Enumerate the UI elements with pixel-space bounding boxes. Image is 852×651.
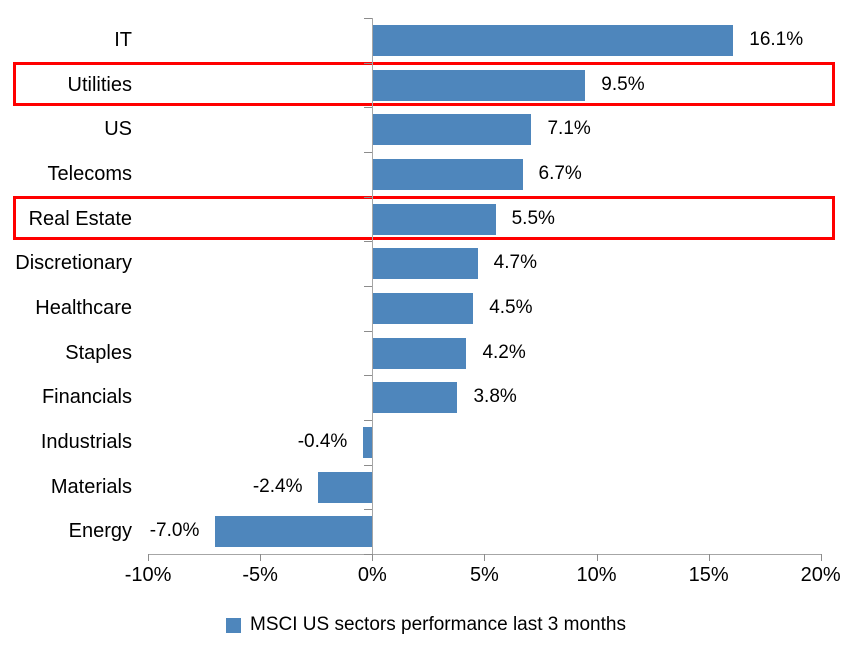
- x-axis-tick: [820, 554, 822, 561]
- category-label: Discretionary: [15, 252, 132, 275]
- category-label: Energy: [68, 520, 132, 543]
- y-axis-tick: [364, 62, 373, 64]
- category-label: Utilities: [67, 73, 132, 96]
- y-axis-tick: [364, 152, 373, 153]
- legend: MSCI US sectors performance last 3 month…: [0, 610, 852, 640]
- y-axis-tick: [364, 107, 373, 109]
- x-axis-tick: [148, 554, 150, 561]
- category-label: Materials: [50, 475, 132, 498]
- value-label: 7.1%: [547, 118, 591, 140]
- y-axis-tick: [364, 375, 373, 377]
- x-axis-tick: [484, 554, 486, 561]
- category-label: US: [104, 118, 132, 141]
- x-axis-tick: [260, 554, 262, 561]
- category-label: Financials: [41, 386, 132, 409]
- x-axis-tick: [372, 554, 374, 561]
- value-label: 9.5%: [601, 73, 645, 95]
- y-axis-tick: [364, 420, 373, 421]
- value-label: 5.5%: [511, 207, 555, 229]
- bar: [372, 158, 523, 190]
- legend-label: MSCI US sectors performance last 3 month…: [250, 614, 626, 635]
- category-label: IT: [114, 29, 132, 51]
- x-axis-tick: [596, 554, 598, 561]
- x-axis-tick-label: 10%: [576, 564, 617, 586]
- bar: [372, 203, 496, 235]
- x-axis-tick-label: 5%: [469, 564, 499, 586]
- bar: [363, 426, 373, 458]
- y-axis-tick: [364, 196, 373, 198]
- y-axis-tick: [364, 509, 373, 511]
- category-label: Telecoms: [47, 163, 132, 185]
- x-axis-tick-label: -5%: [242, 564, 278, 586]
- bar: [372, 337, 467, 369]
- y-axis-tick: [364, 286, 373, 287]
- value-label: 3.8%: [473, 386, 517, 408]
- category-label: Real Estate: [28, 207, 132, 230]
- bar: [372, 292, 474, 324]
- value-label: 4.2%: [482, 341, 526, 363]
- category-label: Industrials: [40, 431, 132, 453]
- legend-square-icon: [226, 617, 242, 633]
- value-label: -0.4%: [297, 431, 348, 452]
- bar: [318, 471, 373, 503]
- y-axis-tick: [364, 464, 373, 466]
- category-label: Staples: [65, 341, 132, 364]
- value-label: 16.1%: [749, 29, 804, 50]
- x-axis-tick: [708, 554, 710, 561]
- y-axis-line: [372, 18, 374, 560]
- y-axis-tick: [364, 241, 373, 243]
- bar: [215, 516, 373, 548]
- bar: [372, 114, 532, 146]
- value-label: 4.5%: [489, 297, 533, 318]
- y-axis-tick: [364, 330, 373, 332]
- bar: [372, 24, 734, 56]
- value-label: -7.0%: [149, 520, 200, 542]
- x-axis-tick-label: 0%: [357, 564, 387, 586]
- value-label: 4.7%: [493, 252, 537, 274]
- y-axis-tick: [364, 18, 373, 19]
- x-axis-tick-label: -10%: [124, 564, 172, 586]
- bar: [372, 248, 478, 280]
- bar: [372, 69, 586, 101]
- x-axis-tick-label: 15%: [688, 564, 729, 586]
- x-axis-tick-label: 20%: [800, 564, 841, 586]
- y-axis-tick: [364, 554, 373, 555]
- bar: [372, 382, 458, 414]
- value-label: 6.7%: [538, 163, 582, 184]
- category-label: Healthcare: [35, 297, 132, 319]
- value-label: -2.4%: [252, 475, 303, 497]
